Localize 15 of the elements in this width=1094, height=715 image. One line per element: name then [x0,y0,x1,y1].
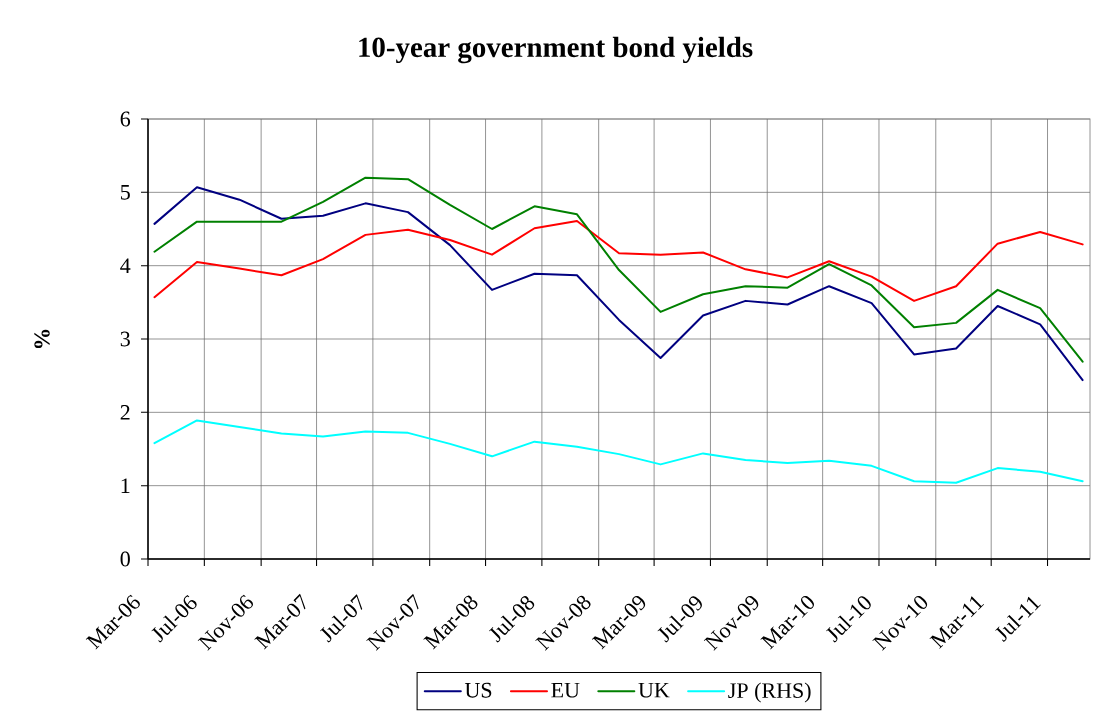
y-tick-label: 4 [120,258,131,273]
y-tick-label: 6 [120,111,131,127]
line-series [153,419,1084,484]
legend-label: EU [551,682,580,698]
chart-title: 10-year government bond yields [359,36,753,64]
legend-label: UK [638,682,670,698]
y-axis-title: % [34,329,50,349]
y-tick-label: 0 [120,551,130,567]
y-tick-label: 5 [121,185,130,200]
legend-label: US [464,682,492,698]
y-tick-label: 1 [121,478,130,493]
y-tick-label: 3 [120,331,130,347]
y-tick-label: 2 [120,405,130,420]
line-series [153,219,1084,302]
legend-label: JP (RHS) [728,682,811,703]
